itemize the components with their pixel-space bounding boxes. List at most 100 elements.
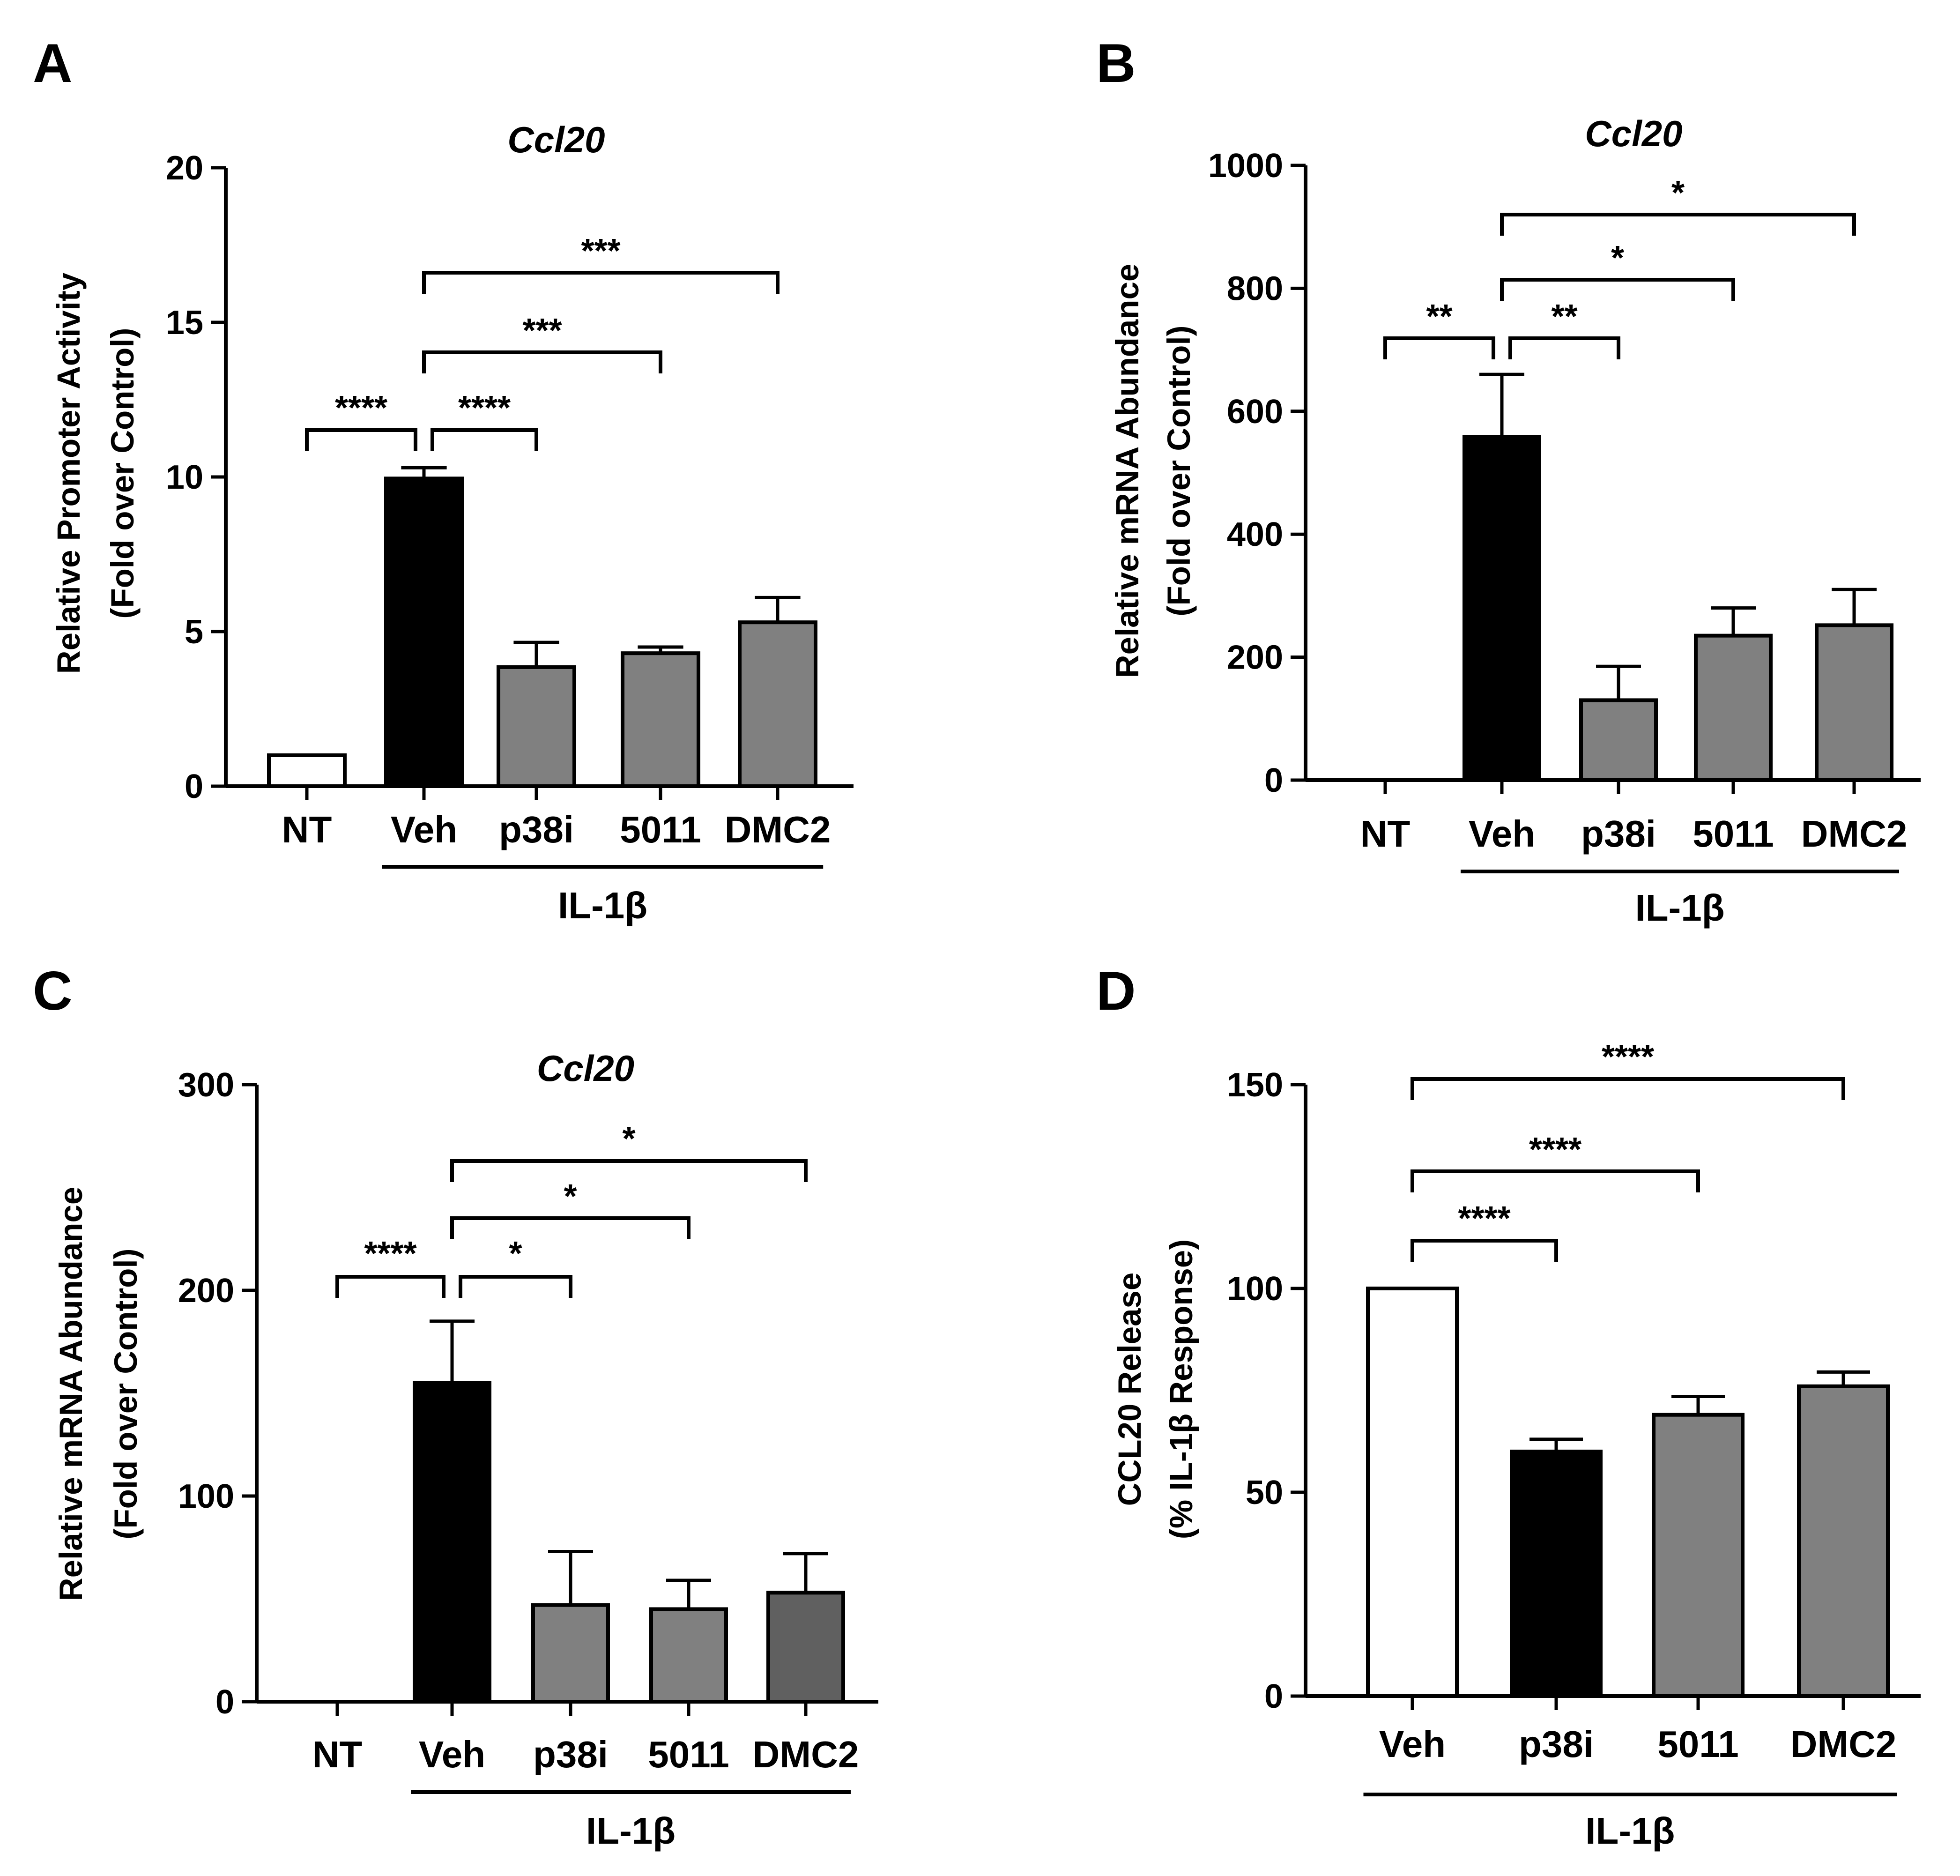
bar-5011 bbox=[649, 1607, 728, 1704]
significance-label: * bbox=[564, 1178, 577, 1215]
y-tick-label: 200 bbox=[178, 1272, 234, 1310]
y-tick-label: 100 bbox=[1227, 1270, 1283, 1308]
significance-bracket bbox=[1508, 336, 1620, 359]
significance-bracket bbox=[459, 1275, 572, 1298]
group-label: IL-1β bbox=[1585, 1810, 1675, 1852]
y-tick-label: 5 bbox=[185, 613, 203, 651]
bar-Veh bbox=[384, 476, 464, 788]
bar-p38i bbox=[1510, 1450, 1603, 1698]
y-tick-label: 0 bbox=[1264, 1678, 1283, 1715]
significance-label: **** bbox=[1602, 1038, 1654, 1076]
panel-B: B Ccl20 Relative mRNA Abundance (Fold over … bbox=[1096, 32, 1921, 929]
y-tick-label: 10 bbox=[166, 459, 203, 496]
x-category-label: DMC2 bbox=[1801, 813, 1908, 855]
significance-label: **** bbox=[1458, 1200, 1510, 1237]
y-tick-label: 1000 bbox=[1208, 147, 1283, 185]
x-category-label: 5011 bbox=[1657, 1723, 1739, 1765]
significance-label: *** bbox=[522, 312, 562, 350]
y-tick-label: 15 bbox=[166, 304, 203, 342]
panel-letter: C bbox=[33, 960, 73, 1021]
panel-D: D CCL20 Release (% IL-1β Response) 0 50 100 15… bbox=[1096, 960, 1921, 1852]
y-axis-label: Relative mRNA Abundance bbox=[53, 1187, 89, 1601]
y-tick-label: 100 bbox=[178, 1478, 234, 1515]
bar-5011 bbox=[621, 651, 700, 788]
bar-DMC2 bbox=[738, 620, 817, 788]
panel-letter: A bbox=[33, 32, 73, 94]
x-category-label: NT bbox=[282, 809, 332, 850]
y-tick-label: 20 bbox=[166, 149, 203, 187]
significance-bracket bbox=[450, 1216, 690, 1239]
group-label: IL-1β bbox=[586, 1810, 676, 1852]
y-axis-label: CCL20 Release bbox=[1112, 1273, 1148, 1506]
x-category-label: Veh bbox=[419, 1734, 485, 1775]
y-axis-label: Relative Promoter Activity bbox=[51, 273, 87, 674]
x-category-label: p38i bbox=[499, 809, 574, 850]
significance-bracket bbox=[1383, 336, 1495, 359]
x-category-label: NT bbox=[312, 1734, 363, 1775]
significance-label: * bbox=[509, 1235, 522, 1273]
significance-label: ** bbox=[1426, 298, 1452, 335]
significance-bracket bbox=[1500, 278, 1735, 301]
y-tick-label: 50 bbox=[1246, 1474, 1283, 1511]
x-category-label: 5011 bbox=[1693, 813, 1774, 855]
x-category-label: DMC2 bbox=[1790, 1723, 1897, 1765]
significance-label: **** bbox=[335, 389, 387, 427]
panel-letter: D bbox=[1096, 960, 1136, 1021]
panel-C: C Ccl20 Relative mRNA Abundance (Fold over … bbox=[33, 960, 878, 1852]
x-category-label: Veh bbox=[1379, 1723, 1446, 1765]
y-tick-label: 200 bbox=[1227, 639, 1283, 677]
group-label: IL-1β bbox=[558, 885, 647, 926]
significance-bracket bbox=[1411, 1239, 1558, 1262]
y-tick-label: 600 bbox=[1227, 393, 1283, 431]
chart-title: Ccl20 bbox=[537, 1048, 634, 1089]
significance-bracket bbox=[431, 428, 538, 451]
x-category-label: DMC2 bbox=[725, 809, 831, 850]
bar-5011 bbox=[1694, 633, 1773, 782]
x-category-label: NT bbox=[1360, 813, 1411, 855]
bar-5011 bbox=[1652, 1413, 1745, 1698]
bar-DMC2 bbox=[766, 1591, 845, 1704]
significance-label: * bbox=[1611, 239, 1624, 277]
y-tick-label: 400 bbox=[1227, 516, 1283, 553]
y-axis-label: Relative mRNA Abundance bbox=[1109, 264, 1145, 678]
x-category-label: p38i bbox=[1519, 1723, 1594, 1765]
significance-bracket bbox=[450, 1159, 808, 1182]
chart-title: Ccl20 bbox=[507, 119, 605, 160]
significance-bracket bbox=[1411, 1169, 1700, 1192]
bar-Veh bbox=[413, 1381, 491, 1704]
x-category-label: Veh bbox=[1469, 813, 1535, 855]
bar-DMC2 bbox=[1815, 623, 1893, 782]
group-label: IL-1β bbox=[1635, 887, 1724, 929]
significance-label: **** bbox=[1529, 1131, 1581, 1169]
significance-label: ** bbox=[1551, 298, 1577, 335]
chart-title: Ccl20 bbox=[1585, 113, 1682, 154]
y-tick-label: 150 bbox=[1227, 1066, 1283, 1104]
y-axis-label: (% IL-1β Response) bbox=[1163, 1239, 1199, 1539]
y-tick-label: 300 bbox=[178, 1066, 234, 1104]
bar-Veh bbox=[1366, 1287, 1459, 1698]
panel-letter: B bbox=[1096, 32, 1136, 94]
significance-label: **** bbox=[458, 389, 511, 427]
significance-bracket bbox=[422, 350, 662, 373]
significance-label: * bbox=[622, 1120, 635, 1158]
x-category-label: p38i bbox=[1581, 813, 1656, 855]
y-tick-label: 0 bbox=[215, 1683, 234, 1721]
bar-p38i bbox=[497, 665, 576, 789]
bar-Veh bbox=[1463, 435, 1541, 782]
significance-bracket bbox=[1500, 213, 1856, 236]
x-category-label: 5011 bbox=[648, 1734, 729, 1775]
y-axis-label: (Fold over Control) bbox=[108, 1249, 144, 1540]
significance-bracket bbox=[1411, 1077, 1845, 1100]
y-tick-label: 0 bbox=[185, 768, 203, 805]
bar-DMC2 bbox=[1797, 1384, 1890, 1698]
y-axis-label: (Fold over Control) bbox=[1161, 326, 1197, 617]
significance-label: *** bbox=[581, 232, 620, 270]
significance-label: **** bbox=[364, 1235, 416, 1273]
significance-bracket bbox=[335, 1275, 445, 1298]
x-category-label: DMC2 bbox=[753, 1734, 859, 1775]
significance-bracket bbox=[305, 428, 417, 451]
significance-label: * bbox=[1671, 174, 1685, 212]
x-category-label: 5011 bbox=[620, 809, 701, 850]
significance-bracket bbox=[422, 271, 780, 294]
y-axis-label: (Fold over Control) bbox=[104, 328, 141, 619]
